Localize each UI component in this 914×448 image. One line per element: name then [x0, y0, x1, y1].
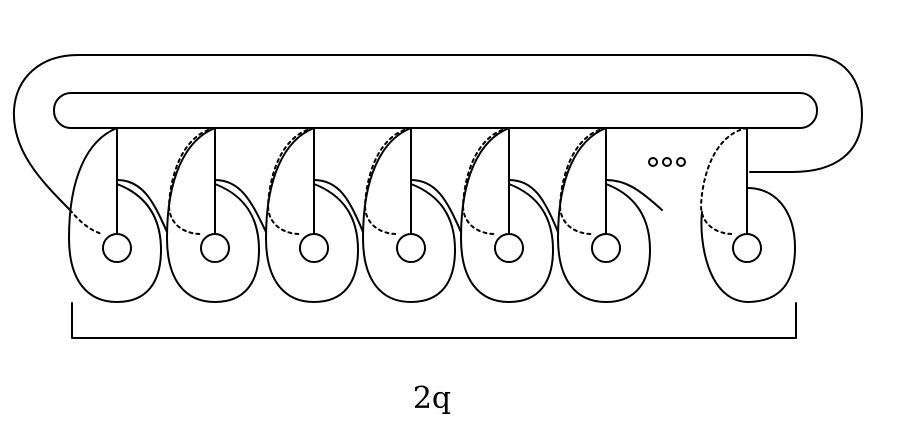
dashed-under-strand [167, 127, 216, 235]
dashed-under-strand [69, 209, 104, 235]
dashed-under-strand [461, 127, 510, 235]
twist-ring [200, 233, 230, 263]
crossing-strand [410, 179, 462, 233]
twist-loop [68, 127, 162, 303]
dashed-under-strand [363, 127, 412, 235]
outer-loop-strand [12, 54, 863, 211]
crossing-strand [116, 179, 168, 233]
crossing-strand [605, 179, 663, 211]
crossing-strand [214, 179, 267, 233]
twist-ring [299, 233, 329, 263]
twist-strands-group [68, 127, 796, 303]
twist-ring [102, 233, 132, 263]
bracket-label: 2q [413, 381, 451, 416]
twist-loop [700, 187, 796, 303]
twist-ring [396, 233, 426, 263]
inner-horizontal-bar [53, 92, 818, 129]
dashed-under-strand [558, 127, 607, 235]
twist-ring [591, 233, 621, 263]
twist-loop [557, 127, 651, 303]
twist-ring [732, 233, 762, 263]
twist-loop [362, 127, 456, 303]
dashed-under-strand [266, 127, 315, 235]
bottom-bracket [71, 302, 797, 339]
ellipsis-dots [648, 157, 686, 167]
twist-loop [166, 127, 260, 303]
crossing-strand [508, 179, 559, 233]
twist-loop [265, 127, 359, 303]
crossing-strand [313, 179, 364, 233]
twist-ring [494, 233, 524, 263]
dashed-under-strand [699, 127, 748, 235]
twist-loop [460, 127, 554, 303]
